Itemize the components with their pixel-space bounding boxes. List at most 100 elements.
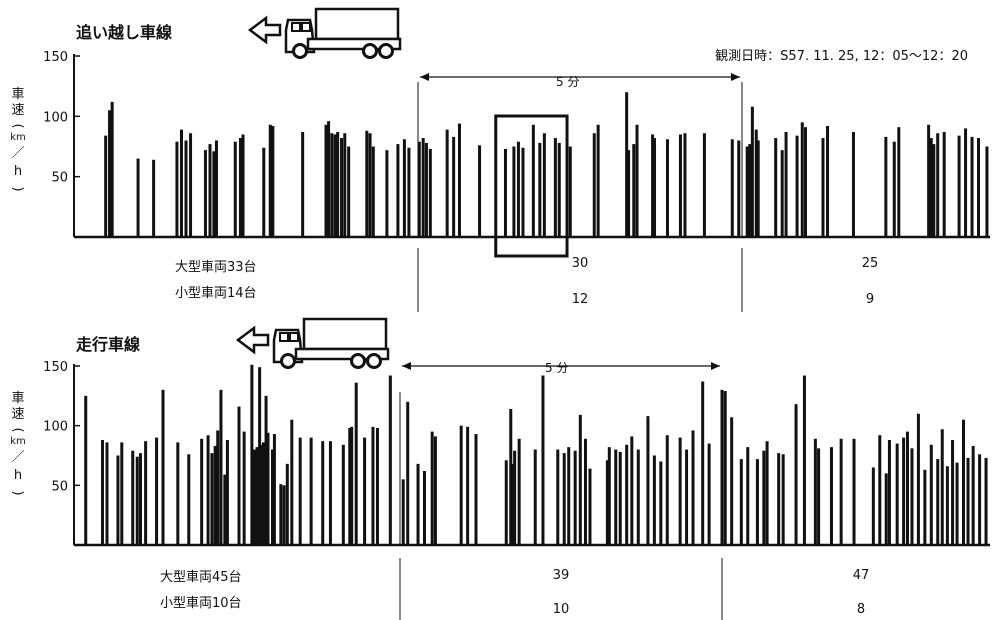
speed-bar — [144, 441, 148, 545]
speed-bar — [746, 447, 750, 545]
speed-bar — [241, 134, 245, 237]
large-count-segment-3: 25 — [862, 256, 879, 271]
speed-bar — [135, 456, 139, 545]
speed-bar — [568, 146, 572, 237]
large-count-segment-2: 39 — [553, 568, 570, 583]
speed-bar — [516, 141, 520, 237]
speed-bar — [406, 401, 410, 545]
speed-bar — [936, 133, 940, 237]
y-label-char: 車 — [11, 87, 24, 102]
speed-bar — [531, 124, 535, 237]
speed-bar — [417, 141, 421, 237]
speed-bar — [755, 459, 759, 545]
speed-bar — [940, 429, 944, 545]
truck-icon — [247, 7, 402, 59]
speed-bar — [762, 450, 766, 545]
y-tick-label: 50 — [51, 479, 68, 494]
y-axis-label: 車 速 ( km ／ h ) — [10, 87, 26, 192]
speed-bar — [282, 485, 286, 545]
driving-lane-title: 走行車線 — [75, 335, 140, 354]
speed-bar — [466, 426, 470, 545]
speed-bar — [421, 138, 425, 237]
speed-bar — [270, 449, 274, 545]
speed-bar — [553, 138, 557, 237]
speed-bar — [511, 463, 515, 545]
speed-bar — [905, 431, 909, 545]
speed-bar — [206, 435, 210, 545]
speed-bar — [108, 110, 112, 237]
speed-bar — [739, 459, 743, 545]
speed-bar — [136, 158, 140, 237]
speed-bar — [659, 461, 663, 545]
speed-bar — [301, 132, 305, 237]
speed-bar — [184, 140, 188, 237]
speed-bar — [929, 444, 933, 545]
speed-bar — [343, 133, 347, 237]
speed-bar — [635, 124, 639, 237]
speed-bar — [266, 432, 270, 545]
speed-bar — [348, 428, 352, 545]
speed-bar — [261, 442, 265, 545]
speed-bar — [368, 133, 372, 237]
speed-bar — [651, 134, 655, 237]
driving-lane-plot: 150 100 50 — [43, 360, 990, 620]
speed-bar — [187, 454, 191, 545]
arrow-head-right — [711, 362, 720, 370]
interval-label: 5 分 — [545, 361, 568, 375]
y-tick-label: 50 — [51, 171, 68, 186]
highlight-box — [494, 114, 569, 258]
speed-bar — [354, 382, 358, 545]
speed-bar — [538, 142, 542, 237]
speed-bar — [557, 142, 561, 237]
speed-bar — [902, 437, 906, 545]
passing-lane-panel: 追い越し車線 車 速 ( km ／ h ) 5 分 大型車両33台 小型車両14… — [10, 7, 990, 312]
interval-label: 5 分 — [556, 75, 579, 89]
speed-bar — [416, 463, 420, 545]
speed-bar — [780, 150, 784, 237]
observation-datetime: 観測日時：S57. 11. 25, 12：05～12：20 — [715, 49, 968, 64]
truck-icon — [235, 317, 390, 369]
speed-bar — [562, 453, 566, 545]
y-label-char: ／ — [11, 450, 24, 465]
speed-bar — [955, 462, 959, 545]
large-vehicle-count: 大型車両45台 — [160, 570, 242, 585]
speed-bar — [237, 406, 241, 545]
speed-bar — [333, 134, 337, 237]
speed-bar — [521, 147, 525, 237]
speed-bar — [884, 136, 888, 237]
speed-bar — [945, 466, 949, 545]
speed-bar — [203, 150, 207, 237]
y-label-char: 速 — [11, 407, 24, 422]
speed-bar — [459, 425, 463, 545]
speed-bar — [723, 391, 727, 545]
speed-bar — [707, 443, 711, 545]
speed-bar — [252, 449, 256, 545]
speed-bar — [517, 438, 521, 545]
small-count-segment-2: 12 — [572, 292, 589, 307]
speed-bar — [212, 151, 216, 237]
speed-bar — [573, 450, 577, 545]
speed-bar — [627, 150, 631, 237]
speed-bar — [618, 451, 622, 545]
speed-bar — [324, 124, 328, 237]
speed-bar — [884, 473, 888, 545]
speed-bar — [541, 375, 545, 545]
speed-bar — [556, 449, 560, 545]
speed-bar — [402, 139, 406, 237]
speed-bar — [754, 129, 758, 237]
y-tick-label: 150 — [43, 50, 68, 65]
y-axis-label: 車 速 ( km ／ h ) — [10, 391, 26, 496]
arrow-head-left — [420, 73, 429, 81]
speed-bar — [110, 101, 114, 237]
speed-bar — [737, 140, 741, 237]
y-label-char: ) — [10, 186, 25, 191]
speed-bar — [897, 127, 901, 237]
speed-bar — [223, 474, 227, 545]
y-label-char: h — [14, 164, 22, 179]
speed-bar — [219, 389, 223, 545]
speed-bar — [839, 438, 843, 545]
speed-bar — [817, 448, 821, 545]
speed-bar — [813, 438, 817, 545]
speed-bar — [262, 147, 266, 237]
